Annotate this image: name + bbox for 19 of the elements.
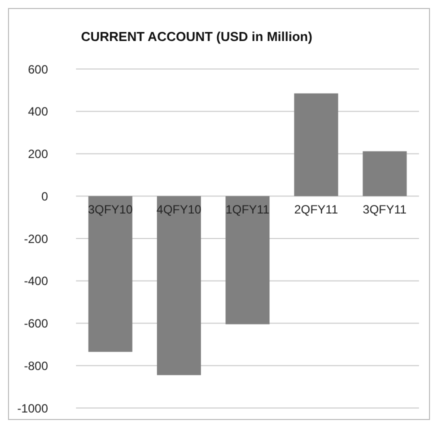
y-tick-label: 0 [41, 189, 48, 204]
y-tick-label: -400 [24, 274, 48, 288]
x-tick-label: 3QFY11 [362, 202, 407, 216]
bar [226, 196, 270, 324]
y-tick-label: -1000 [17, 401, 48, 416]
bar [362, 151, 407, 196]
x-tick-label: 1QFY11 [226, 202, 270, 216]
bar [88, 196, 132, 352]
x-tick-label: 3QFY10 [88, 202, 133, 216]
bar [156, 196, 201, 376]
y-tick-label: -600 [24, 316, 48, 331]
chart-title: CURRENT ACCOUNT (USD in Million) [81, 29, 312, 44]
y-tick-label: -800 [24, 358, 48, 373]
y-tick-label: 200 [28, 147, 48, 162]
bar [294, 93, 338, 196]
x-tick-label: 2QFY11 [294, 202, 338, 216]
y-tick-label: 400 [28, 104, 48, 119]
y-tick-label: -200 [24, 232, 48, 246]
y-tick-label: 600 [28, 62, 48, 76]
